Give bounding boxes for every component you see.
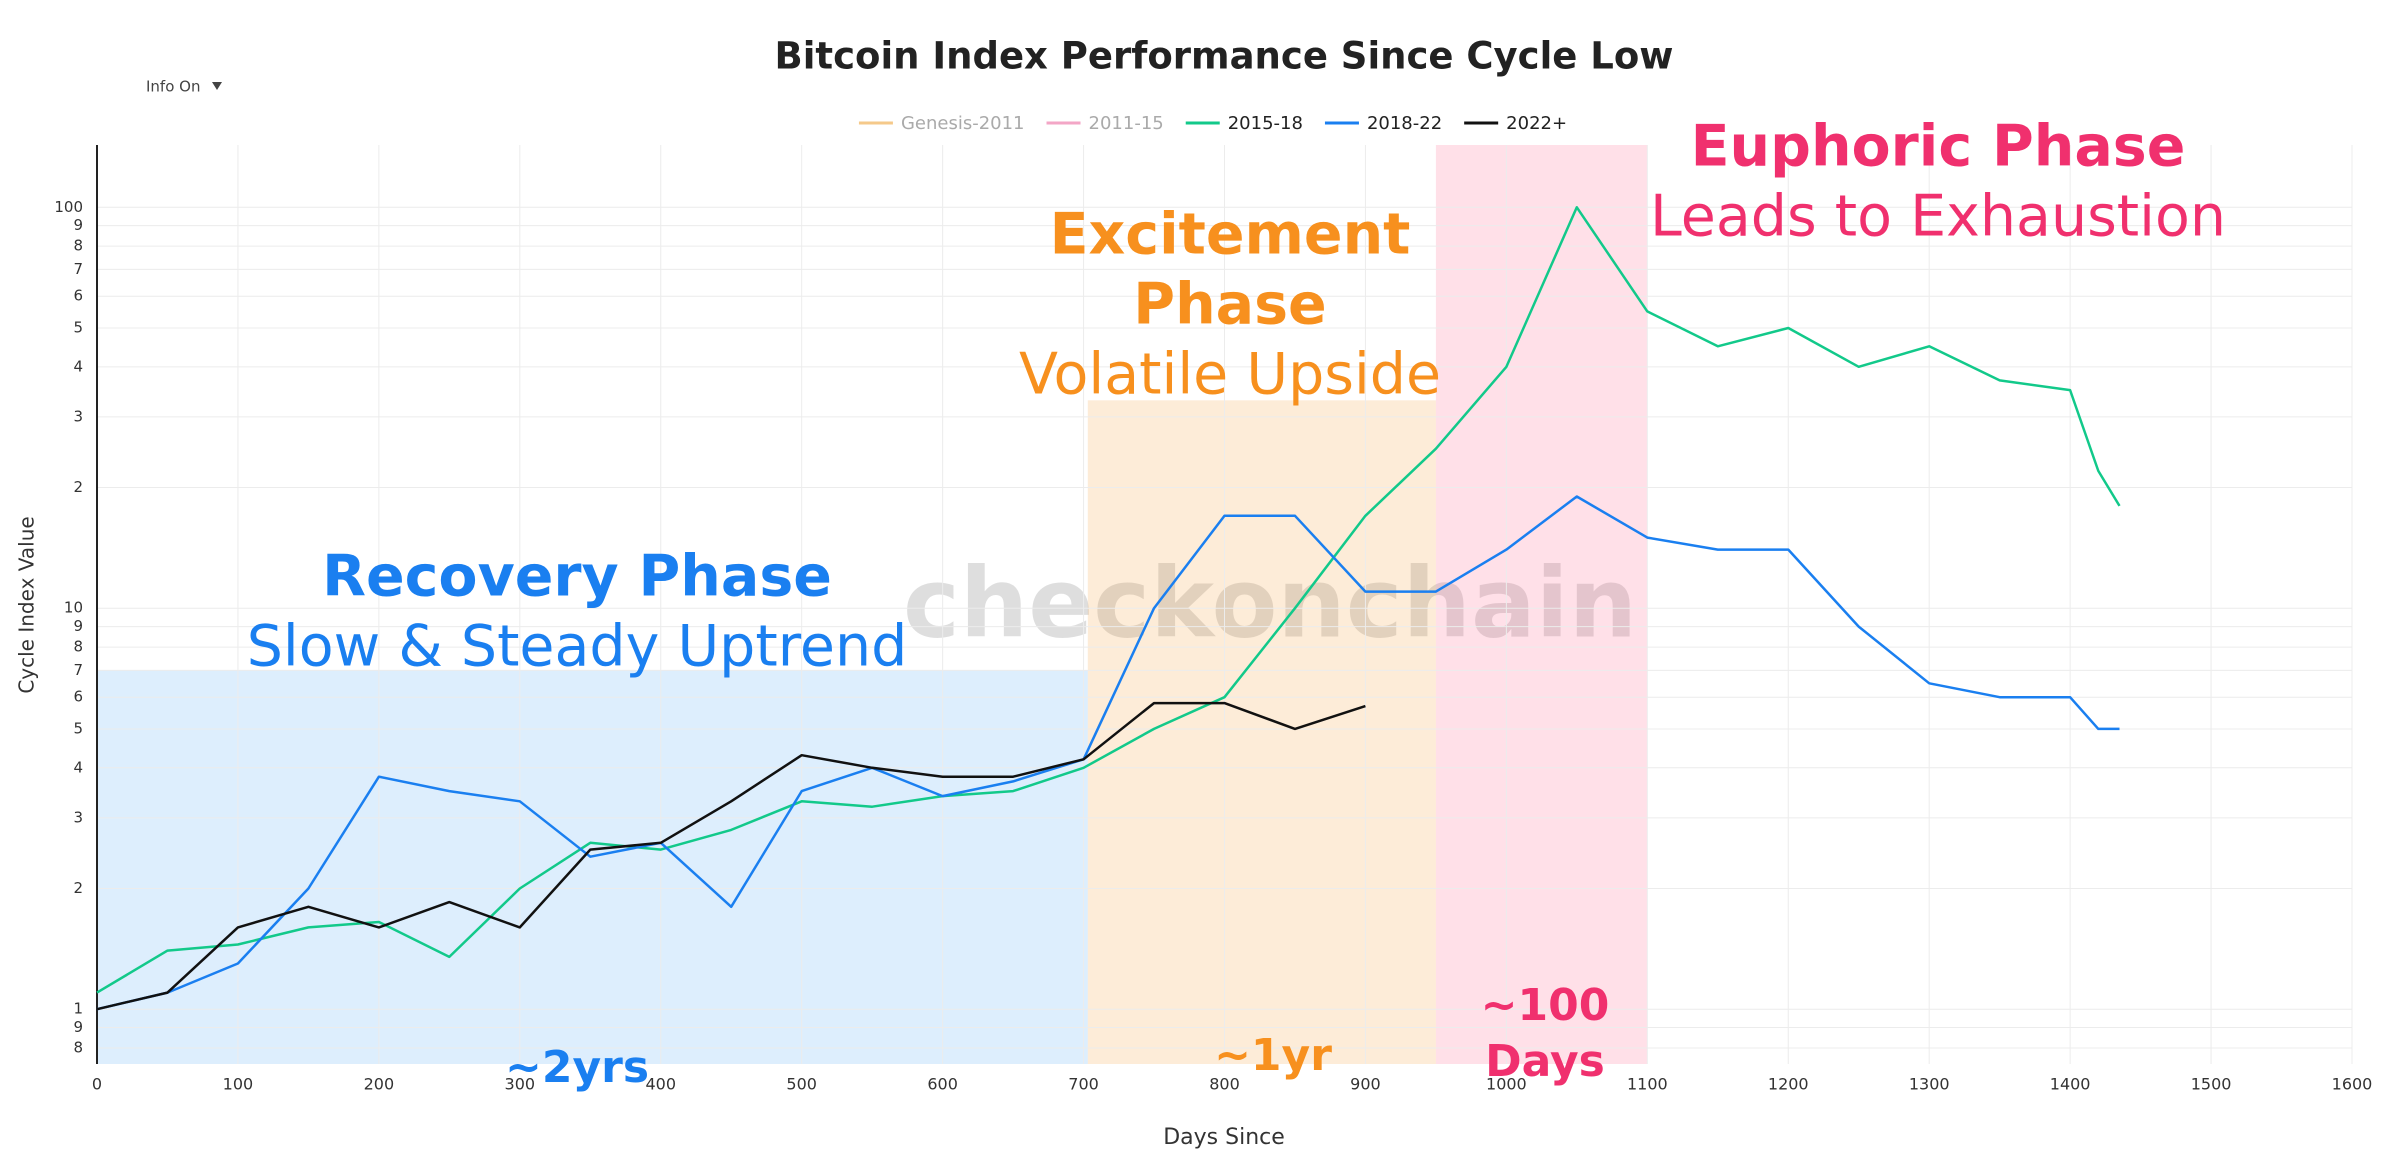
x-tick-label: 1500 xyxy=(2191,1075,2232,1094)
menu-label[interactable]: Info On xyxy=(146,78,200,96)
y-tick-label: 7 xyxy=(73,661,83,679)
x-tick-label: 1200 xyxy=(1768,1075,1809,1094)
legend-item[interactable]: 2022+ xyxy=(1464,113,1567,134)
x-tick-label: 800 xyxy=(1209,1075,1240,1094)
y-tick-label: 9 xyxy=(73,216,83,234)
phase-regions xyxy=(97,145,1648,1064)
x-tick-label: 1000 xyxy=(1486,1075,1527,1094)
y-tick-label: 7 xyxy=(73,260,83,278)
y-tick-label: 8 xyxy=(73,1039,83,1057)
y-tick-label: 5 xyxy=(73,719,83,737)
y-tick-label: 1 xyxy=(73,1000,83,1018)
phase-region xyxy=(1435,145,1648,1064)
legend-label: 2015-18 xyxy=(1228,113,1303,134)
legend-label: 2022+ xyxy=(1506,113,1567,134)
phase-title: Euphoric Phase xyxy=(1691,114,2186,180)
series-line xyxy=(96,495,2120,1011)
y-tick-label: 6 xyxy=(73,688,83,706)
phase-duration: ~1yr xyxy=(1214,1030,1332,1081)
phase-duration: ~100 xyxy=(1481,980,1610,1031)
y-tick-label: 3 xyxy=(73,808,83,826)
x-tick-label: 600 xyxy=(927,1075,958,1094)
x-tick-label: 700 xyxy=(1068,1075,1099,1094)
x-tick-label: 0 xyxy=(92,1075,102,1094)
phase-title: Excitement xyxy=(1050,202,1411,268)
y-tick-label: 4 xyxy=(73,758,83,776)
y-tick-label: 6 xyxy=(73,287,83,305)
phase-title: Recovery Phase xyxy=(322,544,832,610)
x-tick-label: 300 xyxy=(505,1075,536,1094)
x-tick-label: 400 xyxy=(645,1075,676,1094)
y-tick-label: 9 xyxy=(73,617,83,635)
x-tick-label: 900 xyxy=(1350,1075,1381,1094)
phase-duration: Days xyxy=(1485,1036,1605,1087)
phase-duration: ~2yrs xyxy=(505,1042,649,1093)
y-tick-label: 2 xyxy=(73,879,83,897)
menu-box[interactable] xyxy=(132,70,242,102)
menu[interactable]: Info On xyxy=(132,70,242,102)
x-axis-label: Days Since xyxy=(1163,1125,1285,1150)
x-tick-label: 1100 xyxy=(1627,1075,1668,1094)
x-tick-label: 500 xyxy=(786,1075,817,1094)
legend-label: 2018-22 xyxy=(1367,113,1442,134)
y-tick-label: 8 xyxy=(73,237,83,255)
legend-item[interactable]: Genesis-2011 xyxy=(858,113,1025,134)
x-tick-label: 1300 xyxy=(1909,1075,1950,1094)
legend-item[interactable]: 2011-15 xyxy=(1046,113,1164,134)
y-tick-label: 9 xyxy=(73,1018,83,1036)
legend-label: Genesis-2011 xyxy=(901,113,1025,134)
legend-label: 2011-15 xyxy=(1089,113,1164,134)
phase-title: Phase xyxy=(1133,272,1326,338)
y-tick-label: 8 xyxy=(73,638,83,656)
x-tick-label: 200 xyxy=(364,1075,395,1094)
y-tick-label: 5 xyxy=(73,318,83,336)
x-tick-label: 1400 xyxy=(2050,1075,2091,1094)
y-axis-label: Cycle Index Value xyxy=(15,516,39,693)
chart-title: Bitcoin Index Performance Since Cycle Lo… xyxy=(775,35,1674,78)
y-tick-label: 4 xyxy=(73,357,83,375)
series-line xyxy=(96,701,1366,1011)
phase-subtitle: Leads to Exhaustion xyxy=(1650,184,2226,250)
y-tick-label: 3 xyxy=(73,407,83,425)
y-tick-label: 2 xyxy=(73,478,83,496)
y-tick-label: 10 xyxy=(64,599,83,617)
phase-subtitle: Volatile Upside xyxy=(1019,342,1441,408)
legend: Genesis-2011 2011-15 2015-18 2018-22 2022+ xyxy=(858,113,1567,134)
phase-subtitle: Slow & Steady Uptrend xyxy=(247,614,908,680)
x-tick-label: 100 xyxy=(223,1075,254,1094)
phase-region xyxy=(97,670,1088,1064)
menu-arrow[interactable] xyxy=(212,82,222,90)
series-line xyxy=(96,206,2121,994)
legend-item[interactable]: 2015-18 xyxy=(1185,113,1303,134)
y-tick-label: 100 xyxy=(54,198,83,216)
legend-item[interactable]: 2018-22 xyxy=(1324,113,1442,134)
x-tick-label: 1600 xyxy=(2332,1075,2373,1094)
